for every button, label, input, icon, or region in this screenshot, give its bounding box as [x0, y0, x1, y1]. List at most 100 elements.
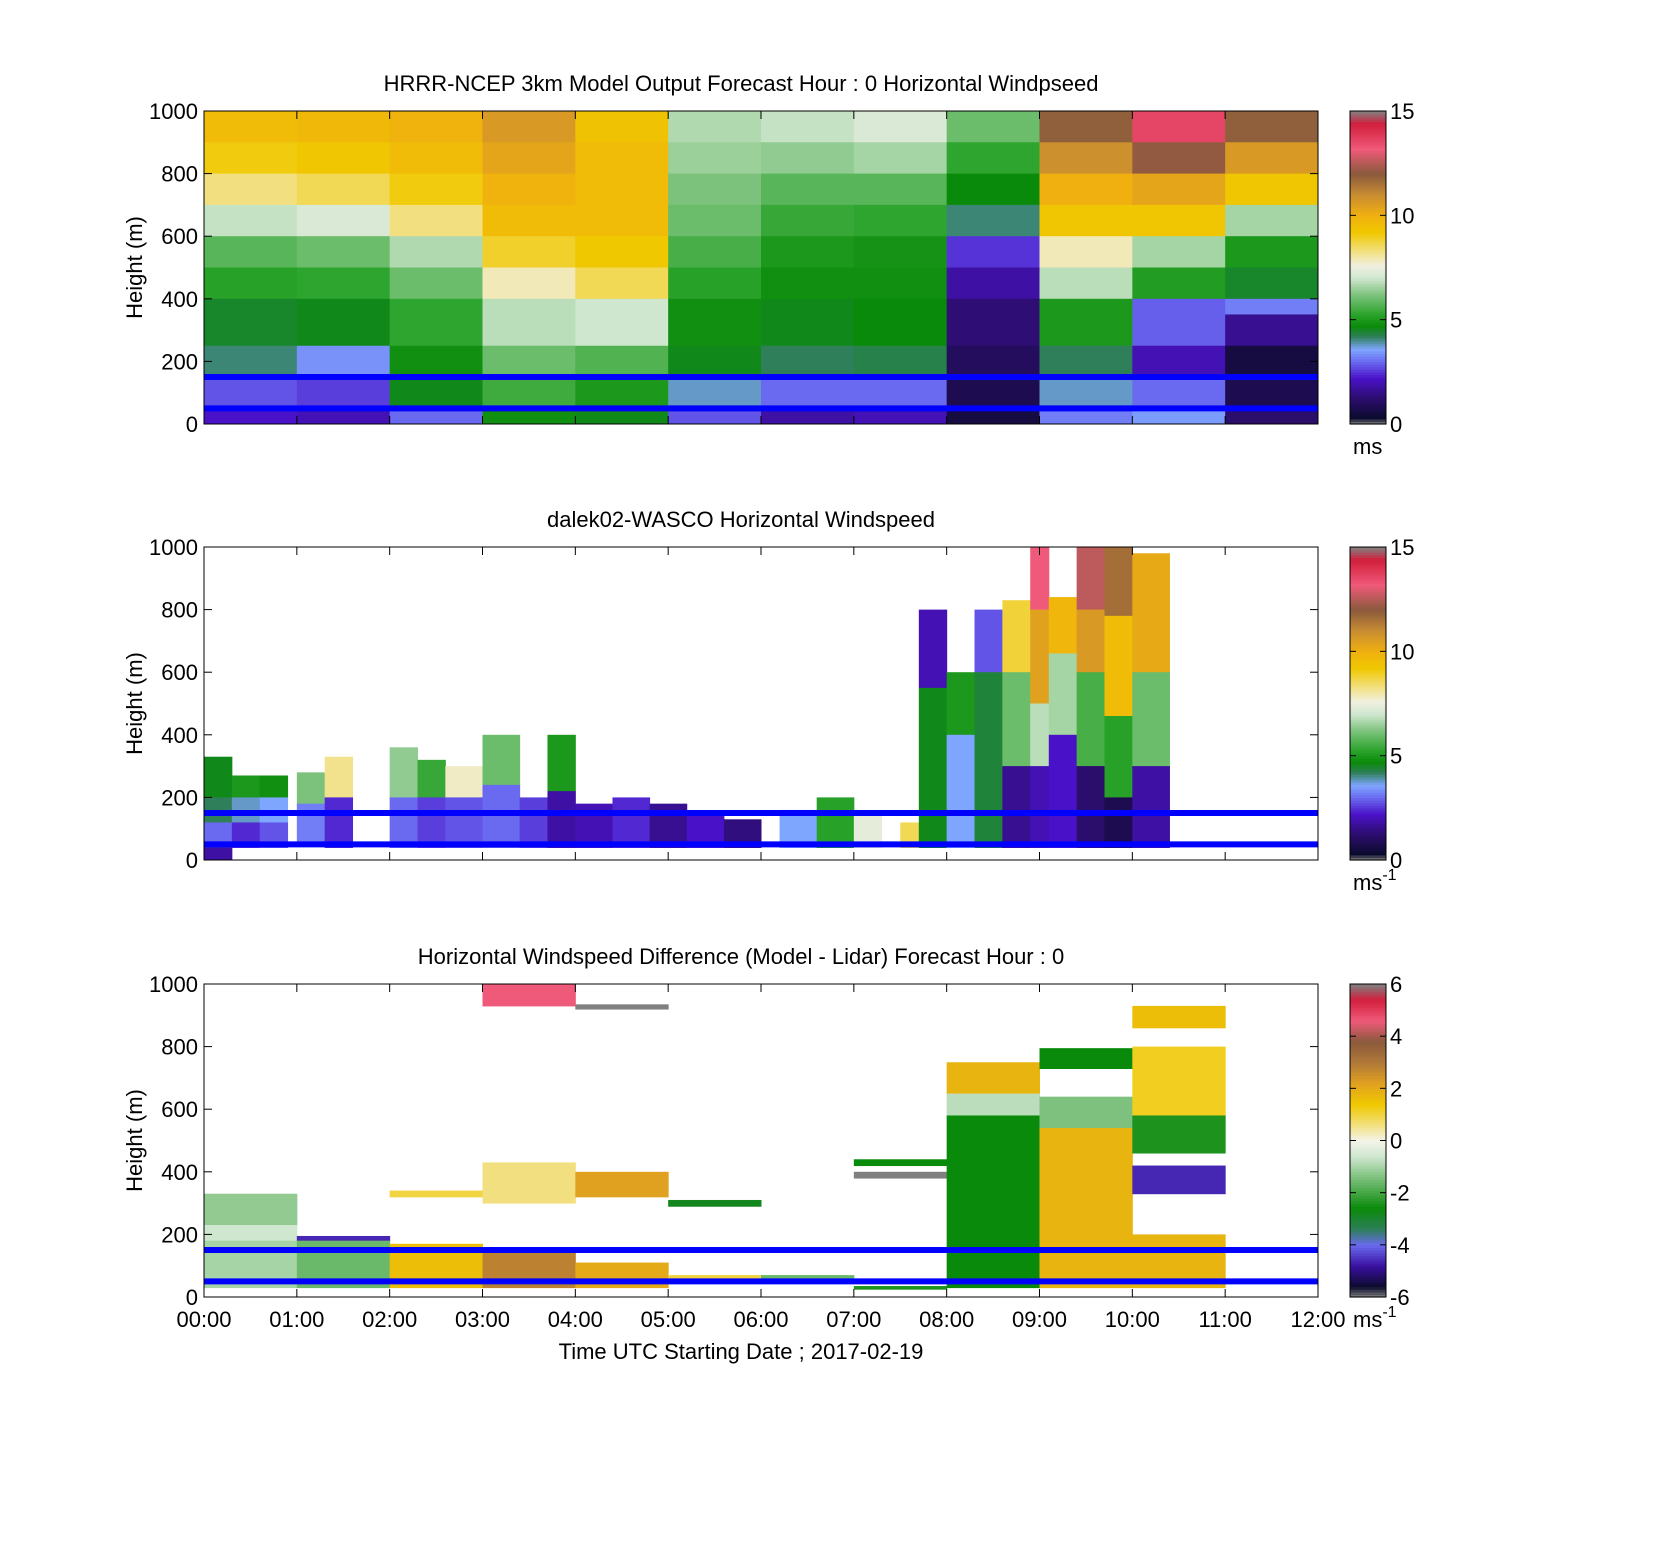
colorbar-segment — [1350, 405, 1386, 409]
colorbar-segment — [1350, 335, 1386, 339]
colorbar-segment — [1350, 687, 1386, 692]
y-tick-label: 0 — [186, 412, 198, 437]
colorbar-segment — [1350, 1205, 1386, 1209]
y-tick-label: 1000 — [149, 972, 198, 997]
colorbar-segment — [1350, 345, 1386, 349]
heatmap-cell — [946, 1115, 1040, 1289]
colorbar-segment — [1350, 197, 1386, 201]
heatmap-cell — [296, 142, 391, 175]
colorbar-frame — [1349, 110, 1387, 425]
colorbar-segment — [1350, 1153, 1386, 1157]
colorbar-segment — [1350, 317, 1386, 321]
heatmap-cell — [389, 111, 483, 143]
colorbar-segment — [1350, 729, 1386, 733]
colorbar-segment — [1350, 285, 1386, 289]
panel-1: 0 200 400 600 800 1000 HRRR-NCEP 3km Model Out… — [122, 71, 1414, 459]
colorbar-segment — [1350, 753, 1386, 757]
colorbar-segment — [1350, 771, 1386, 775]
heatmap-cell — [974, 672, 1003, 848]
colorbar-segment — [1350, 314, 1386, 318]
heatmap-cell — [1039, 173, 1133, 206]
colorbar-segment — [1350, 364, 1386, 368]
colorbar-segment — [1350, 586, 1386, 590]
heatmap-cell — [547, 734, 576, 792]
colorbar-segment — [1350, 682, 1386, 686]
colorbar-segment — [1350, 674, 1386, 679]
colorbar-segment — [1350, 113, 1386, 117]
heatmap-cell — [296, 236, 391, 268]
colorbar-segment — [1350, 410, 1386, 415]
heatmap-cell — [1039, 1048, 1133, 1070]
colorbar-segment — [1350, 1020, 1386, 1024]
colorbar-segment — [1350, 124, 1386, 128]
colorbar-frame — [1349, 546, 1387, 861]
colorbar-segment — [1350, 635, 1386, 639]
heatmap-cell — [482, 734, 521, 786]
colorbar-segment — [1350, 726, 1386, 731]
x-tick-label: 07:00 — [826, 1307, 881, 1332]
colorbar-segment — [1350, 810, 1386, 814]
heatmap-cell — [296, 204, 391, 237]
colorbar-segment — [1350, 573, 1386, 577]
heatmap-cell — [482, 1162, 576, 1204]
heatmap-cell — [761, 173, 855, 206]
y-tick-label: 0 — [186, 848, 198, 873]
colorbar-segment — [1350, 565, 1386, 569]
colorbar-segment — [1350, 1260, 1386, 1264]
colorbar-segment — [1350, 841, 1386, 845]
colorbar-segment — [1350, 220, 1386, 224]
colorbar-segment — [1350, 617, 1386, 621]
colorbar-unit-exponent: -1 — [1382, 867, 1396, 884]
heatmap-cell — [668, 111, 762, 143]
heatmap-cell — [1002, 672, 1031, 767]
colorbar-segment — [1350, 178, 1386, 183]
colorbar-segment — [1350, 121, 1386, 125]
colorbar-segment — [1350, 382, 1386, 386]
colorbar-segment — [1350, 1051, 1386, 1056]
colorbar-segment — [1350, 773, 1386, 778]
heatmap-cell — [853, 298, 948, 347]
colorbar-segment — [1350, 1237, 1386, 1241]
colorbar-segment — [1350, 1036, 1386, 1040]
colorbar-tick-label: 5 — [1390, 744, 1402, 769]
colorbar-segment — [1350, 813, 1386, 817]
colorbar-segment — [1350, 854, 1386, 858]
colorbar-segment — [1350, 755, 1386, 759]
heatmap-cell — [296, 803, 326, 842]
colorbar-segment — [1350, 794, 1386, 798]
colorbar-segment — [1350, 1148, 1386, 1152]
colorbar-unit: ms-1 — [1353, 867, 1397, 895]
heatmap-cell — [575, 1171, 669, 1198]
colorbar-segment — [1350, 747, 1386, 752]
colorbar-segment — [1350, 1208, 1386, 1212]
colorbar-segment — [1350, 1169, 1386, 1173]
colorbar-segment — [1350, 184, 1386, 188]
heatmap-cell — [853, 345, 948, 378]
colorbar-segment — [1350, 1124, 1386, 1129]
heatmap-cell — [974, 609, 1003, 673]
colorbar-segment — [1350, 656, 1386, 660]
heatmap-cell — [389, 236, 483, 268]
heatmap-cell — [1039, 1127, 1133, 1289]
heatmap-cell — [761, 298, 855, 347]
heatmap-cell — [482, 173, 576, 206]
colorbar-segment — [1350, 583, 1386, 587]
heatmap-cell — [668, 298, 762, 347]
heatmap-cell — [853, 111, 948, 143]
heatmap-cell — [668, 204, 762, 237]
colorbar-segment — [1350, 1281, 1386, 1285]
colorbar-segment — [1350, 277, 1386, 282]
colorbar-segment — [1350, 1223, 1386, 1228]
colorbar-segment — [1350, 215, 1386, 219]
colorbar-segment — [1350, 301, 1386, 305]
colorbar-segment — [1350, 356, 1386, 360]
colorbar-segment — [1350, 1025, 1386, 1029]
heatmap-cell — [1039, 142, 1133, 175]
colorbar-segment — [1350, 1150, 1386, 1155]
colorbar-segment — [1350, 784, 1386, 788]
heatmap-cell — [482, 236, 576, 268]
colorbar-segment — [1350, 1093, 1386, 1097]
colorbar-segment — [1350, 131, 1386, 136]
colorbar-segment — [1350, 672, 1386, 676]
heatmap-cell — [575, 298, 669, 347]
